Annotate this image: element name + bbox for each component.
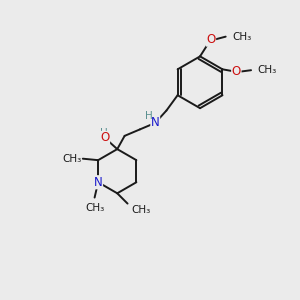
Text: H: H [100,128,108,138]
Text: N: N [151,116,160,129]
Text: CH₃: CH₃ [257,65,277,75]
Text: O: O [100,131,110,144]
Text: O: O [232,65,241,78]
Text: H: H [145,111,153,122]
Text: CH₃: CH₃ [62,154,81,164]
Text: CH₃: CH₃ [85,203,104,213]
Text: N: N [94,176,103,189]
Text: O: O [206,33,216,46]
Text: CH₃: CH₃ [131,205,150,215]
Text: CH₃: CH₃ [232,32,251,42]
